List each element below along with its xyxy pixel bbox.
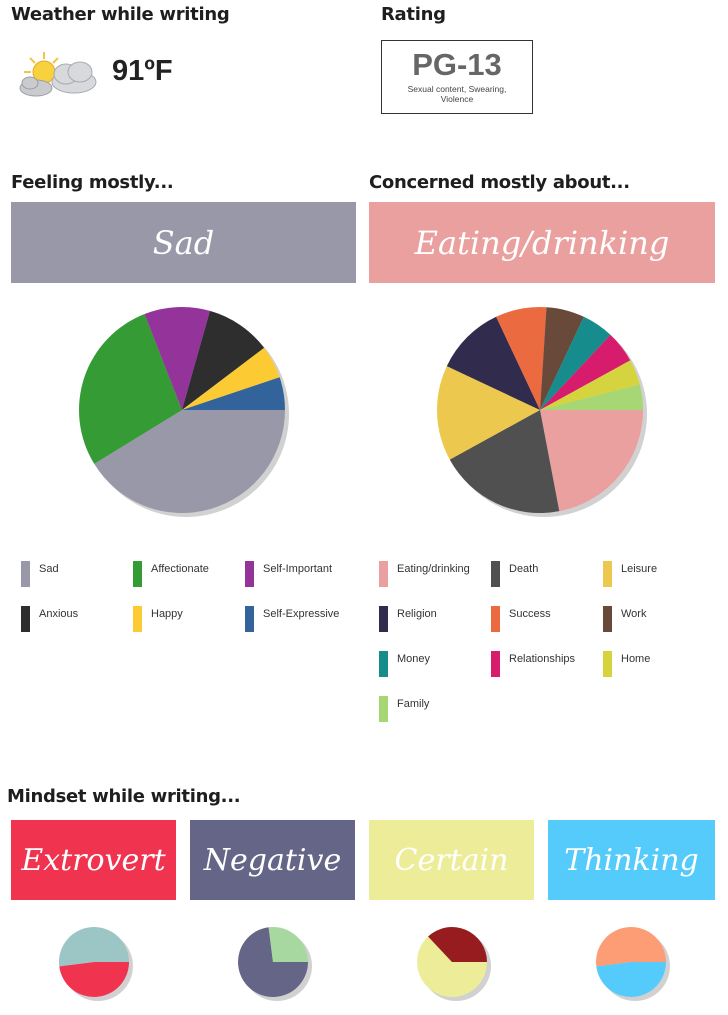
legend-swatch: [133, 561, 142, 587]
legend-label: Religion: [397, 608, 437, 620]
legend-label: Money: [397, 653, 431, 665]
concern-banner: Eating/drinking: [369, 202, 715, 283]
legend-swatch: [21, 606, 30, 632]
negative-pie-chart: [238, 927, 312, 1001]
legend-label: Eating/drinking: [397, 563, 470, 575]
concern-heading: Concerned mostly about...: [369, 172, 630, 193]
legend-swatch: [379, 696, 388, 722]
rating-box: PG-13 Sexual content, Swearing, Violence: [381, 40, 533, 114]
legend-label: Sad: [39, 563, 59, 575]
mindset-negative-banner: Negative: [190, 820, 355, 900]
legend-swatch: [379, 561, 388, 587]
pie-slice-certain: [417, 936, 487, 997]
pie-slice-happy: [182, 347, 280, 410]
pie-slice-thinking: [596, 962, 666, 997]
legend-label: Home: [621, 653, 651, 665]
pie-slice-extrovert: [59, 962, 129, 997]
pie-slice-death: [449, 410, 560, 513]
legend-label: Family: [397, 698, 430, 710]
pie-slice-introvert: [59, 927, 129, 967]
legend-label: Affectionate: [151, 563, 209, 575]
mindset-extrovert-banner: Extrovert: [11, 820, 176, 900]
legend-label: Leisure: [621, 563, 658, 575]
legend-swatch: [603, 606, 612, 632]
legend-swatch: [245, 606, 254, 632]
legend-label: Work: [621, 608, 647, 620]
pie-slice-religion: [446, 316, 540, 410]
legend-swatch: [491, 561, 500, 587]
pie-slice-uncertain: [428, 927, 487, 962]
certain-pie-chart: [417, 927, 491, 1001]
pie-slice-money: [540, 316, 611, 410]
pie-slice-family: [540, 384, 643, 410]
pie-slice-negative: [238, 927, 308, 997]
rating-value: PG-13: [412, 47, 502, 82]
pie-slice-eating-drinking: [540, 410, 643, 512]
feeling-banner: Sad: [11, 202, 356, 283]
pie-slice-affectionate: [79, 314, 182, 464]
mindset-thinking-banner: Thinking: [548, 820, 715, 900]
legend-swatch: [603, 651, 612, 677]
pie-slice-relationships: [540, 334, 631, 410]
pie-slice-success: [496, 307, 547, 410]
legend-swatch: [379, 606, 388, 632]
legend-label: Death: [509, 563, 539, 575]
pie-slice-home: [540, 360, 640, 410]
extrovert-pie-chart: [59, 927, 133, 1001]
partly-cloudy-sun-icon: [19, 52, 97, 97]
legend-swatch: [21, 561, 30, 587]
legend-label: Relationships: [509, 653, 576, 665]
rating-heading: Rating: [381, 4, 446, 25]
legend-label: Anxious: [39, 608, 79, 620]
legend-swatch: [603, 561, 612, 587]
mindset-negative-label: Negative: [203, 842, 342, 878]
feeling-pie-chart: [79, 307, 289, 517]
legend-label: Success: [509, 608, 551, 620]
weather-heading: Weather while writing: [11, 4, 230, 25]
feeling-heading: Feeling mostly...: [11, 172, 174, 193]
pie-slice-positive: [268, 927, 308, 962]
concern-banner-label: Eating/drinking: [414, 223, 670, 262]
pie-slice-self-important: [144, 307, 210, 410]
legend-swatch: [379, 651, 388, 677]
pie-slice-sad: [94, 410, 285, 513]
mindset-certain-banner: Certain: [369, 820, 534, 900]
legend-swatch: [245, 561, 254, 587]
pie-slice-self-expressive: [182, 377, 285, 410]
mindset-thinking-label: Thinking: [564, 842, 699, 878]
concern-pie-chart: [437, 307, 647, 517]
legend-swatch: [133, 606, 142, 632]
pie-slice-work: [540, 307, 584, 410]
temperature-value: 91ºF: [112, 55, 173, 87]
legend-label: Happy: [151, 608, 183, 620]
mindset-certain-label: Certain: [394, 842, 509, 878]
legend-label: Self-Expressive: [263, 608, 340, 620]
thinking-pie-chart: [596, 927, 670, 1001]
mindset-heading: Mindset while writing...: [7, 786, 241, 807]
mindset-extrovert-label: Extrovert: [21, 842, 166, 878]
rating-description: Sexual content, Swearing, Violence: [407, 84, 507, 104]
feeling-banner-label: Sad: [152, 223, 215, 262]
pie-slice-anxious: [182, 310, 265, 410]
pie-slice-feeling: [596, 927, 666, 967]
pie-slice-leisure: [437, 366, 540, 460]
legend-swatch: [491, 606, 500, 632]
legend-label: Self-Important: [263, 563, 333, 575]
legend-swatch: [491, 651, 500, 677]
